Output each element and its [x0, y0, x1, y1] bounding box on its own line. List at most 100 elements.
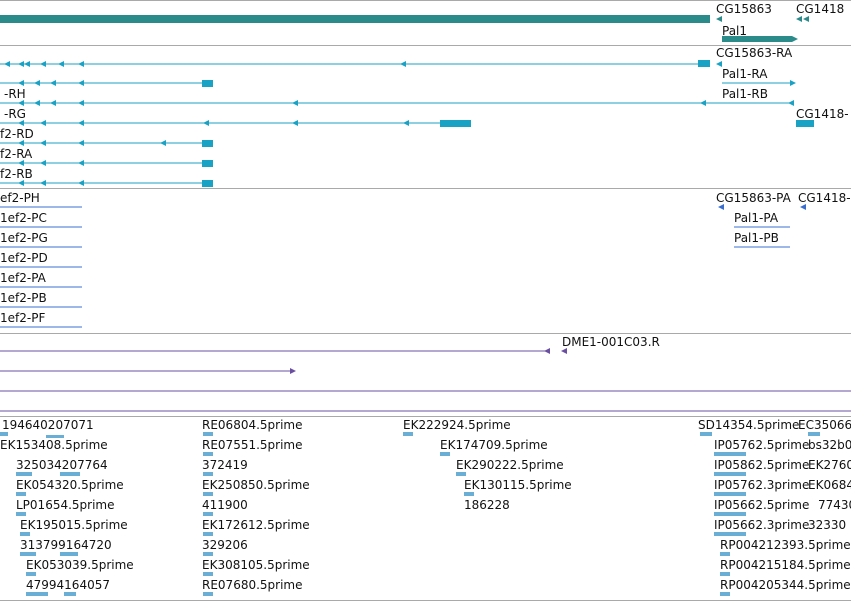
est-label[interactable]: 372419 [202, 458, 248, 472]
est-label[interactable]: EK172612.5prime [202, 518, 310, 532]
est-mark[interactable] [714, 452, 746, 456]
est-label[interactable]: 313799164720 [20, 538, 112, 552]
transcript-label[interactable]: CG15863-RA [716, 46, 793, 60]
transcript-exon-cg1418[interactable] [796, 120, 814, 127]
gene-label-cg15863[interactable]: CG15863 [716, 2, 772, 16]
protein-label[interactable]: Pal1-PB [734, 231, 779, 245]
est-label[interactable]: EK290222.5prime [456, 458, 564, 472]
est-mark[interactable] [203, 492, 213, 496]
est-mark[interactable] [26, 572, 36, 576]
est-label[interactable]: EK130115.5prime [464, 478, 572, 492]
est-mark[interactable] [720, 572, 730, 576]
est-label[interactable]: EK054320.5prime [16, 478, 124, 492]
protein-label[interactable]: CG1418- [798, 191, 851, 205]
gene-bar-pal1[interactable] [722, 36, 792, 42]
protein-label[interactable]: 1ef2-PC [0, 211, 47, 225]
est-label[interactable]: EK153408.5prime [0, 438, 108, 452]
est-mark[interactable] [16, 512, 26, 516]
est-label[interactable]: RE06804.5prime [202, 418, 303, 432]
est-mark[interactable] [403, 432, 413, 436]
protein-label[interactable]: ef2-PH [0, 191, 40, 205]
est-label[interactable]: EK174709.5prime [440, 438, 548, 452]
est-label[interactable]: 411900 [202, 498, 248, 512]
est-mark[interactable] [714, 512, 746, 516]
est-label[interactable]: 325034207764 [16, 458, 108, 472]
est-label[interactable]: EC35066 [798, 418, 851, 432]
transcript-label[interactable]: Pal1-RA [722, 67, 768, 81]
est-mark[interactable] [203, 432, 213, 436]
est-mark[interactable] [464, 492, 474, 496]
transcript-label[interactable]: -RH [4, 87, 26, 101]
est-label[interactable]: EK053039.5prime [26, 558, 134, 572]
est-label[interactable]: EK195015.5prime [20, 518, 128, 532]
est-label[interactable]: IP05662.5prime [714, 498, 810, 512]
protein-label[interactable]: Pal1-PA [734, 211, 779, 225]
est-label[interactable]: 194640207071 [2, 418, 94, 432]
gene-arrow-cg1418[interactable] [796, 16, 802, 22]
protein-label[interactable]: CG15863-PA [716, 191, 791, 205]
est-mark[interactable] [808, 432, 820, 436]
est-label[interactable]: LP01654.5prime [16, 498, 115, 512]
est-mark[interactable] [20, 532, 30, 536]
est-mark[interactable] [60, 472, 80, 476]
transcript-label[interactable]: Pal1-RB [722, 87, 768, 101]
est-label[interactable]: 77430 [818, 498, 851, 512]
gene-bar-main[interactable] [0, 15, 710, 23]
est-label[interactable]: 329206 [202, 538, 248, 552]
est-label[interactable]: IP05662.3prime [714, 518, 810, 532]
gene-arrow-cg15863[interactable] [716, 16, 722, 22]
est-label[interactable]: bs32b0 [808, 438, 851, 452]
transcript-label[interactable]: -RG [4, 107, 26, 121]
est-mark[interactable] [203, 532, 213, 536]
est-label[interactable]: IP05862.5prime [714, 458, 810, 472]
est-label[interactable]: RE07551.5prime [202, 438, 303, 452]
est-label[interactable]: RP004205344.5prime [720, 578, 851, 592]
est-mark[interactable] [714, 532, 746, 536]
est-mark[interactable] [60, 552, 78, 556]
est-label[interactable]: EK2760 [808, 458, 851, 472]
est-mark[interactable] [20, 552, 36, 556]
transcript-label[interactable]: f2-RA [0, 147, 33, 161]
transcript-label[interactable]: f2-RB [0, 167, 33, 181]
est-mark[interactable] [203, 452, 213, 456]
est-mark[interactable] [203, 592, 213, 596]
est-mark[interactable] [720, 552, 730, 556]
est-mark[interactable] [0, 432, 8, 436]
est-mark[interactable] [203, 472, 213, 476]
est-mark[interactable] [456, 472, 466, 476]
clone-arrow-dme1[interactable] [561, 348, 567, 354]
protein-label[interactable]: 1ef2-PF [0, 311, 46, 325]
est-mark[interactable] [203, 552, 213, 556]
clone-label[interactable]: DME1-001C03.R [562, 335, 660, 349]
est-mark[interactable] [700, 432, 712, 436]
gene-label-cg1418[interactable]: CG1418 [796, 2, 845, 16]
est-mark[interactable] [16, 492, 26, 496]
est-mark[interactable] [203, 512, 213, 516]
est-label[interactable]: EK222924.5prime [403, 418, 511, 432]
gene-label-pal1[interactable]: Pal1 [722, 24, 748, 38]
protein-label[interactable]: 1ef2-PB [0, 291, 47, 305]
est-label[interactable]: SD14354.5prime [698, 418, 800, 432]
est-label[interactable]: 32330 [808, 518, 847, 532]
est-label[interactable]: EK250850.5prime [202, 478, 310, 492]
est-label[interactable]: IP05762.5prime [714, 438, 810, 452]
est-mark[interactable] [26, 592, 48, 596]
est-label[interactable]: 47994164057 [26, 578, 110, 592]
est-label[interactable]: RE07680.5prime [202, 578, 303, 592]
est-mark[interactable] [714, 492, 746, 496]
est-mark[interactable] [203, 572, 213, 576]
protein-label[interactable]: 1ef2-PD [0, 251, 48, 265]
est-label[interactable]: IP05762.3prime [714, 478, 810, 492]
protein-cg15863-pa-glyph[interactable] [718, 204, 724, 210]
est-mark[interactable] [440, 452, 450, 456]
est-label[interactable]: RP004212393.5prime [720, 538, 851, 552]
est-mark[interactable] [46, 435, 64, 438]
est-mark[interactable] [64, 592, 76, 596]
transcript-label[interactable]: f2-RD [0, 127, 34, 141]
est-label[interactable]: RP004215184.5prime [720, 558, 851, 572]
est-mark[interactable] [720, 592, 730, 596]
protein-label[interactable]: 1ef2-PA [0, 271, 46, 285]
protein-cg1418-glyph[interactable] [800, 204, 806, 210]
est-label[interactable]: 186228 [464, 498, 510, 512]
protein-label[interactable]: 1ef2-PG [0, 231, 48, 245]
